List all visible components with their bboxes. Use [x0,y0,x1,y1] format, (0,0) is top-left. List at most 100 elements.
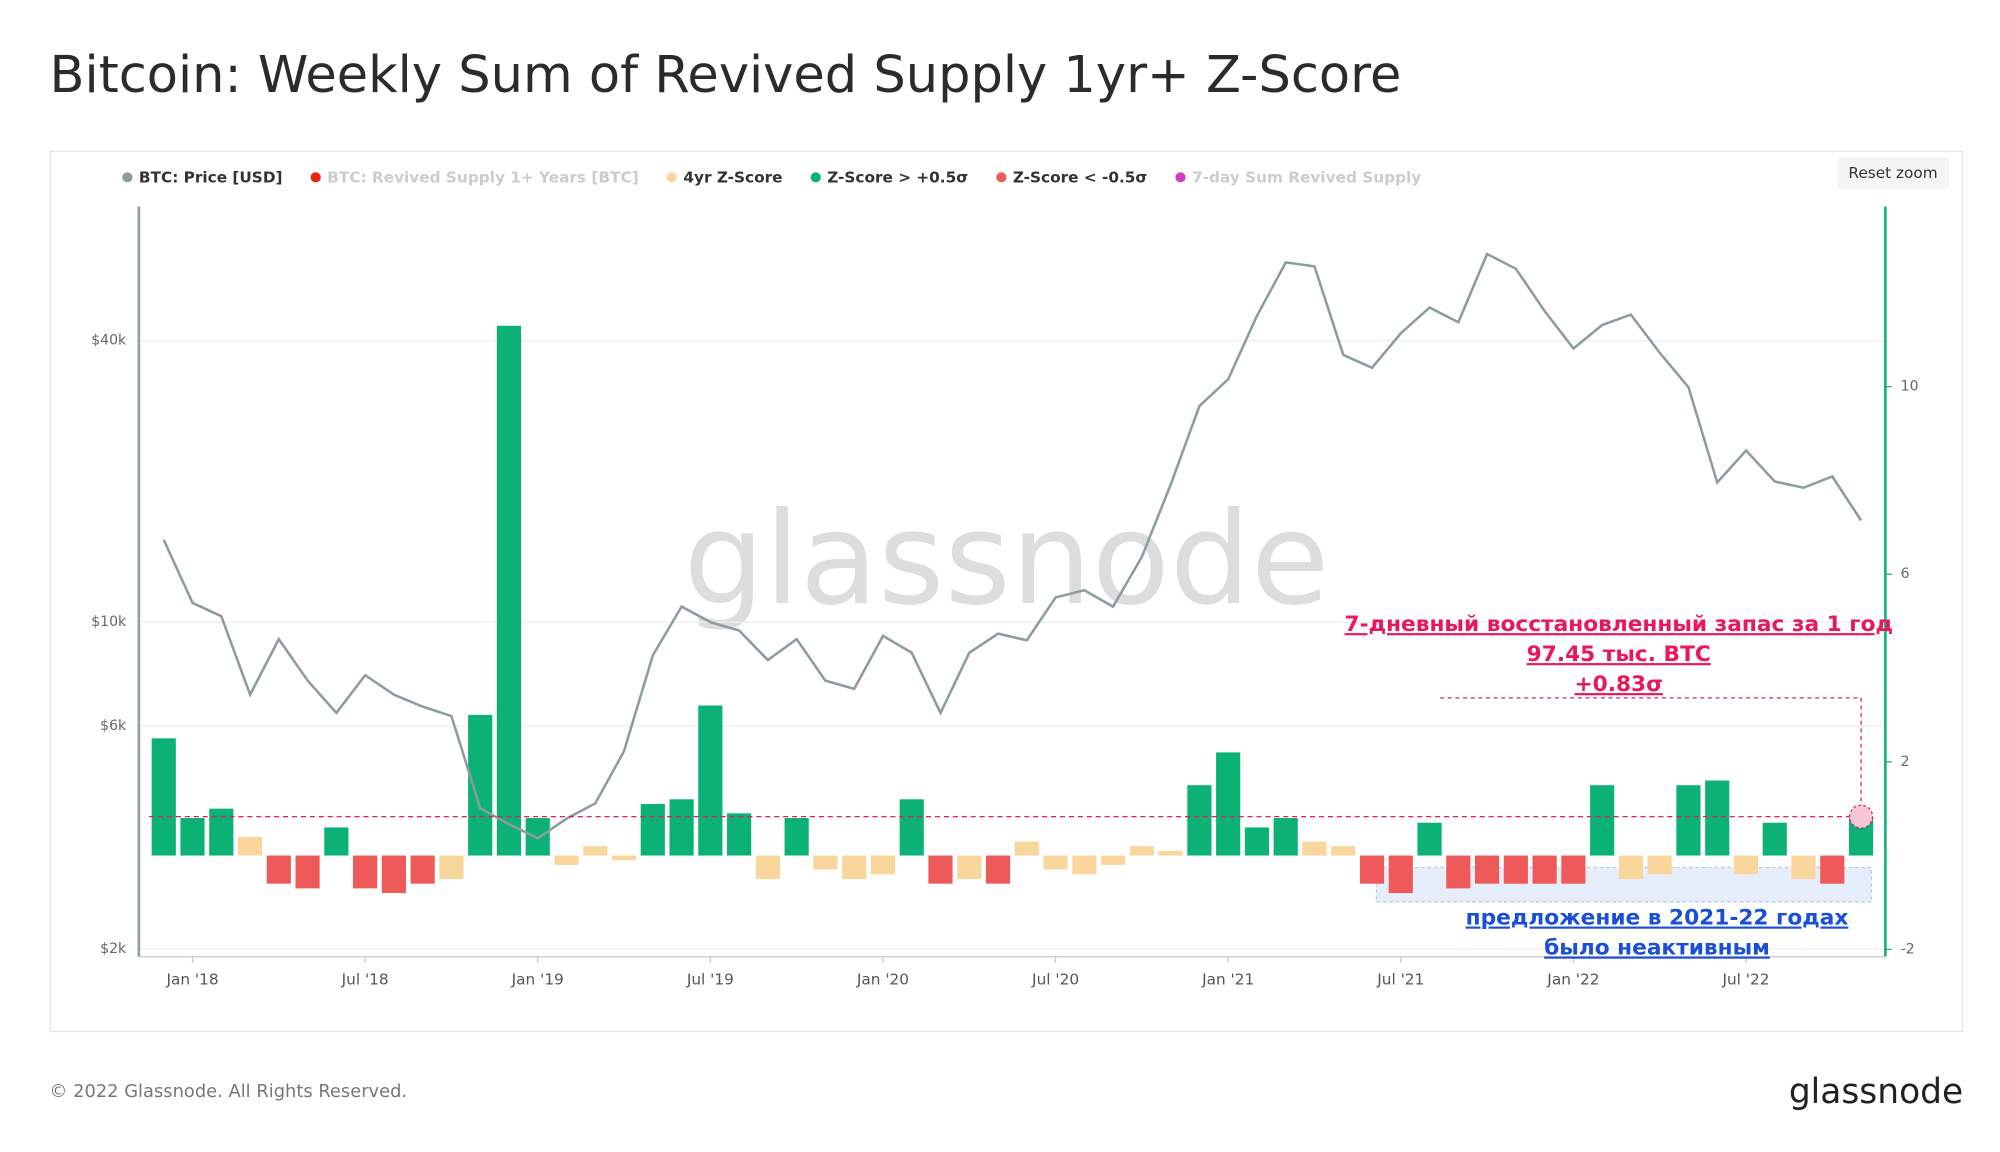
z-score-bar [1014,841,1039,856]
legend-marker [1175,172,1186,183]
z-score-bar [1762,822,1787,856]
z-score-bar [1561,855,1586,884]
z-score-bar [1216,752,1241,856]
z-score-bar [324,827,349,856]
y2-tick-label: -2 [1901,941,1915,957]
price-line [162,252,1863,840]
x-tick-label: Jul '22 [1721,970,1769,988]
z-score-bar [1187,785,1212,856]
legend-marker [666,172,677,183]
z-score-bar [1158,850,1183,856]
z-score-bar [180,818,205,856]
z-score-bar [727,813,752,856]
legend-marker [810,172,821,183]
z-score-bar [784,818,809,856]
x-tick-label: Jan '19 [511,970,564,988]
plot: glassnode $2k $6k $10k $40k -2 2 6 10 Jan '18 Jul … [91,168,1918,988]
legend-label: Z-Score < -0.5σ [1013,168,1148,186]
z-score-bar [1302,841,1327,856]
legend-marker [122,172,133,183]
z-score-bar [209,808,234,856]
z-score-bar [1359,855,1385,884]
x-tick-label: Jan '18 [165,970,218,988]
z-score-bar [439,855,464,879]
legend-label: 7-day Sum Revived Supply [1192,168,1421,186]
y-tick-label: $10k [91,614,127,630]
annotation-point [1848,804,1874,829]
x-tick-label: Jul '19 [686,970,734,988]
z-score-bar [266,855,291,884]
annotation-leader [1440,697,1862,817]
z-score-bar [410,855,435,884]
z-score-bar [1647,855,1672,875]
z-score-bar [755,855,780,879]
z-score-bar [237,836,263,856]
z-score-bar [1072,855,1097,875]
z-score-bar [985,855,1011,884]
annotation-text: 7-дневный восстановленный запас за 1 год [1344,612,1892,637]
z-score-bar [496,325,522,856]
z-score-bar [554,855,579,865]
z-score-bar [899,799,924,856]
y2-tick-label: 6 [1901,566,1910,582]
watermark: glassnode [683,486,1329,634]
z-score-bar [1446,855,1471,889]
z-score-bar [1676,785,1701,856]
z-score-bar [1705,780,1730,856]
z-score-bar [1791,855,1816,879]
y2-tick-label: 10 [1901,379,1919,395]
x-tick-label: Jan '21 [1201,970,1254,988]
legend-label: 4yr Z-Score [683,168,782,186]
x-tick-label: Jul '21 [1376,970,1424,988]
z-score-bar [611,855,637,861]
z-score-bar [525,818,550,856]
legend-label: BTC: Price [USD] [139,168,283,186]
z-score-bar [1503,855,1528,884]
y-tick-label: $2k [100,941,127,957]
z-score-bar [842,855,867,879]
annotation-text: было неактивным [1544,936,1770,961]
z-score-bar [1273,818,1298,856]
z-score-bar [1244,827,1270,856]
legend-marker [310,172,321,183]
x-tick-label: Jan '20 [856,970,909,988]
x-tick-label: Jan '22 [1546,970,1599,988]
z-score-bar [1043,855,1068,870]
z-score-bar [669,799,694,856]
z-score-bar [1101,855,1126,865]
z-score-bar [870,855,896,875]
z-score-bar [957,855,982,879]
annotation-text: +0.83σ [1574,672,1663,697]
legend-marker [996,172,1007,183]
z-score-bar [381,855,406,894]
z-score-bar [1590,785,1615,856]
z-score-bar [1331,846,1356,856]
z-score-bar [1129,846,1154,856]
z-score-bar [813,855,838,870]
reset-zoom[interactable] [1836,156,1950,189]
z-score-bar [353,855,378,889]
z-score-bar [583,846,608,856]
logo: glassnode [1789,1072,1963,1112]
footer: © 2022 Glassnode. All Rights Reserved. [50,1081,408,1102]
z-score-bar [640,803,665,856]
z-score-bar [1388,855,1413,894]
y-tick-label: $6k [100,718,127,734]
y-tick-label: $40k [91,333,127,349]
z-score-bar [698,705,723,856]
z-score-bar [1417,822,1442,856]
annotation-text: 97.45 тыс. BTC [1527,642,1711,667]
z-score-bar [151,738,176,856]
z-score-bar [1820,855,1845,884]
x-tick-label: Jul '18 [341,970,389,988]
legend-label: Z-Score > +0.5σ [827,168,968,186]
z-score-bar [1618,855,1644,879]
title: Bitcoin: Weekly Sum of Revived Supply 1y… [50,46,1402,105]
z-score-bar [1474,855,1500,884]
reset-zoom-label[interactable]: Reset zoom [1848,164,1937,182]
z-score-bar [1733,855,1759,875]
legend-label: BTC: Revived Supply 1+ Years [BTC] [327,168,639,186]
z-score-bar [928,855,953,884]
annotation-text: предложение в 2021-22 годах [1466,906,1849,931]
